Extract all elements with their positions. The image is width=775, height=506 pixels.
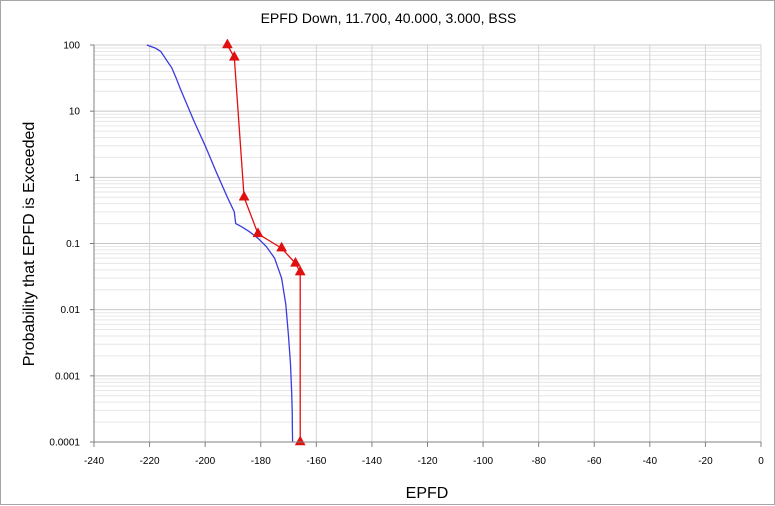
series-2-point	[290, 256, 301, 267]
x-tick-label: -220	[140, 456, 160, 467]
y-tick-label: 10	[69, 107, 81, 118]
x-tick-label: 0	[758, 456, 764, 467]
x-tick-label: -20	[698, 456, 713, 467]
y-tick-label: 0.0001	[49, 438, 80, 449]
series-2-point	[238, 190, 250, 201]
x-tick-label: -140	[362, 456, 382, 467]
x-tick-label: -60	[587, 456, 602, 467]
y-tick-label: 0.1	[66, 239, 80, 250]
y-tick-labels: 0.0001 0.001 0.01 0.1 1 10 100	[49, 41, 80, 449]
series-layer	[146, 38, 306, 446]
x-tick-label: -240	[84, 456, 104, 467]
y-tick-label: 1	[74, 173, 80, 184]
y-tick-label: 0.01	[61, 305, 81, 316]
x-tick-label: -180	[251, 456, 271, 467]
y-axis-label: Probability that EPFD is Exceeded	[21, 122, 38, 367]
x-tick-label: -160	[306, 456, 326, 467]
x-tick-label: -40	[643, 456, 658, 467]
x-tick-label: -80	[531, 456, 546, 467]
x-tick-label: -100	[473, 456, 493, 467]
series-2-point	[294, 265, 306, 276]
y-tick-label: 100	[63, 41, 80, 52]
x-tick-labels: -240 -220 -200 -180 -160 -140 -120 -100 -80 -60 -4…	[84, 456, 764, 467]
major-gridlines	[93, 44, 762, 443]
x-tick-label: -200	[195, 456, 215, 467]
y-tick-label: 0.001	[55, 371, 80, 382]
chart-title: EPFD Down, 11.700, 40.000, 3.000, BSS	[261, 10, 517, 26]
series-2-point	[276, 241, 288, 252]
series-2-point	[294, 435, 306, 446]
series-line-1	[146, 44, 294, 443]
series-2-point	[221, 38, 233, 49]
axes-layer	[90, 44, 762, 447]
series-2-point	[228, 50, 240, 61]
series-2-point	[252, 227, 264, 238]
x-tick-label: -120	[417, 456, 437, 467]
x-axis-label: EPFD	[406, 485, 449, 502]
